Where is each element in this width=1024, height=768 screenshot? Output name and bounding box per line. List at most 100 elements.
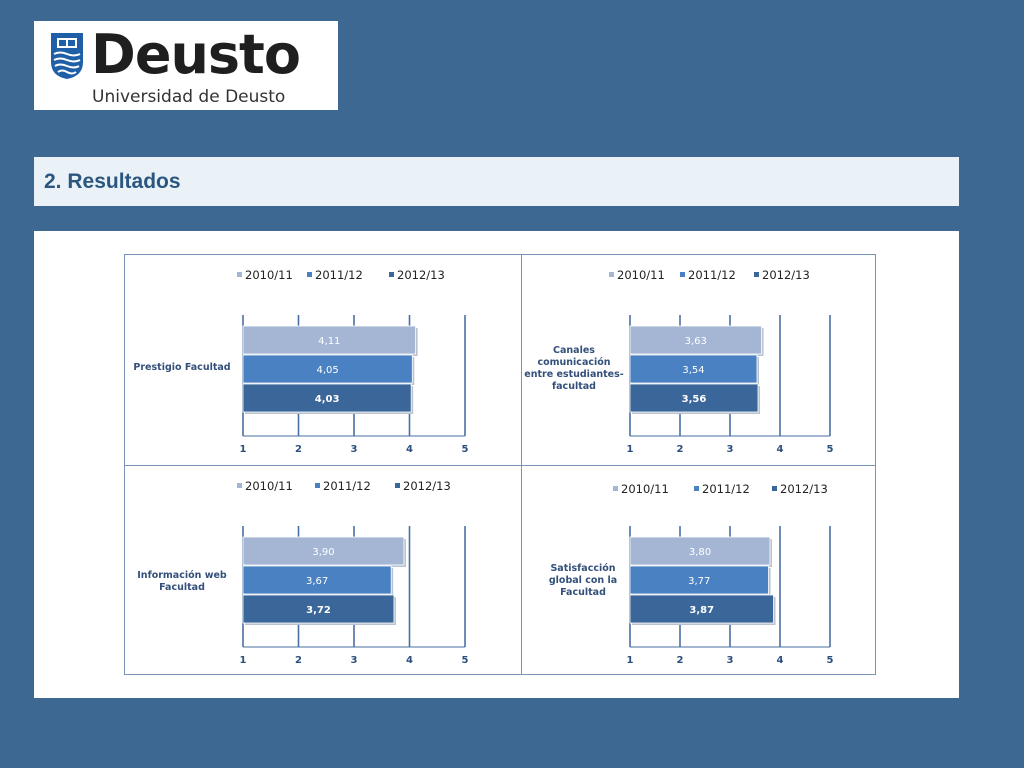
- tick-label: 4: [777, 444, 784, 455]
- legend-label: 2011/12: [688, 268, 736, 282]
- bar-2011-12: [242, 354, 413, 384]
- bar-plot: 3,63 3,54 3,56 1 2 3 4 5: [627, 315, 834, 455]
- page-title: 2. Resultados: [44, 170, 181, 193]
- bar-2012-13: [242, 383, 412, 413]
- bar-2012-13: [629, 594, 774, 624]
- tick-label: 1: [240, 655, 247, 666]
- legend-swatch: [237, 483, 242, 488]
- legend-label: 2010/11: [621, 482, 669, 496]
- data-label: 3,87: [689, 605, 714, 616]
- legend-item: 2012/13: [395, 478, 451, 494]
- legend-label: 2012/13: [403, 479, 451, 493]
- bar-2011-12: [629, 354, 758, 384]
- legend-label: 2011/12: [702, 482, 750, 496]
- tick-label: 5: [827, 444, 834, 455]
- charts-area: 2010/11 2011/12 2012/13 Prestigio Facultad 4…: [34, 231, 959, 698]
- legend-label: 2012/13: [762, 268, 810, 282]
- legend-label: 2010/11: [245, 268, 293, 282]
- chart-canales-comunicacion: 2010/11 2011/12 2012/13 Canales comunicació…: [522, 255, 897, 465]
- data-label: 4,11: [318, 336, 340, 347]
- data-label: 3,63: [685, 336, 707, 347]
- bar-plot: 3,90 3,67 3,72 1 2 3 4 5: [240, 526, 469, 666]
- legend-label: 2011/12: [323, 479, 371, 493]
- data-label: 3,77: [688, 576, 710, 587]
- data-label: 3,54: [682, 365, 704, 376]
- data-label: 4,03: [315, 394, 340, 405]
- section-title-bar: 2. Resultados: [34, 157, 959, 206]
- legend-item: 2010/11: [237, 478, 293, 494]
- tick-label: 5: [462, 655, 469, 666]
- tick-label: 4: [777, 655, 784, 666]
- legend-item: 2011/12: [694, 481, 750, 497]
- legend-item: 2012/13: [754, 267, 810, 283]
- legend-label: 2012/13: [397, 268, 445, 282]
- tick-label: 2: [295, 444, 302, 455]
- legend-swatch: [315, 483, 320, 488]
- tick-label: 4: [406, 655, 413, 666]
- tick-label: 1: [627, 655, 634, 666]
- tick-label: 5: [827, 655, 834, 666]
- legend-swatch: [395, 483, 400, 488]
- university-logo: Deusto Universidad de Deusto: [34, 21, 338, 110]
- data-label: 3,72: [306, 605, 331, 616]
- legend-item: 2010/11: [237, 267, 293, 283]
- data-label: 3,56: [682, 394, 707, 405]
- chart-satisfaccion-global: 2010/11 2011/12 2012/13 Satisfacción global…: [522, 466, 897, 676]
- legend-label: 2012/13: [780, 482, 828, 496]
- chart-informacion-web: 2010/11 2011/12 2012/13 Información web Fac…: [125, 466, 500, 676]
- category-label: Canales comunicación entre estudiantes-f…: [524, 345, 624, 392]
- legend-swatch: [609, 272, 614, 277]
- legend-item: 2011/12: [680, 267, 736, 283]
- category-label: Prestigio Facultad: [133, 362, 231, 373]
- legend-label: 2010/11: [245, 479, 293, 493]
- legend-swatch: [307, 272, 312, 277]
- deusto-shield-icon: [51, 33, 83, 79]
- tick-label: 2: [677, 655, 684, 666]
- category-label: Satisfacción global con la Facultad: [548, 563, 618, 598]
- legend-item: 2010/11: [609, 267, 665, 283]
- charts-grid: 2010/11 2011/12 2012/13 Prestigio Facultad 4…: [124, 254, 876, 675]
- bar-2011-12: [629, 565, 769, 595]
- legend-item: 2011/12: [315, 478, 371, 494]
- tick-label: 4: [406, 444, 413, 455]
- tick-label: 3: [727, 444, 734, 455]
- legend-swatch: [772, 486, 777, 491]
- tick-label: 1: [240, 444, 247, 455]
- bar-plot: 4,11 4,05 4,03 1 2 3 4 5: [240, 315, 469, 455]
- legend-swatch: [389, 272, 394, 277]
- legend-label: 2010/11: [617, 268, 665, 282]
- data-label: 4,05: [317, 365, 339, 376]
- legend-item: 2012/13: [389, 267, 445, 283]
- logo-wordmark: Deusto: [91, 23, 301, 86]
- legend-label: 2011/12: [315, 268, 363, 282]
- legend-item: 2012/13: [772, 481, 828, 497]
- bar-2012-13: [629, 383, 759, 413]
- chart-prestigio-facultad: 2010/11 2011/12 2012/13 Prestigio Facultad 4…: [125, 255, 500, 465]
- tick-label: 2: [677, 444, 684, 455]
- legend-swatch: [613, 486, 618, 491]
- data-label: 3,80: [689, 547, 711, 558]
- bar-plot: 3,80 3,77 3,87 1 2 3 4 5: [627, 526, 834, 666]
- tick-label: 3: [351, 444, 358, 455]
- legend-item: 2010/11: [613, 481, 669, 497]
- data-label: 3,90: [312, 547, 334, 558]
- logo-subtitle: Universidad de Deusto: [92, 87, 286, 107]
- tick-label: 3: [727, 655, 734, 666]
- tick-label: 2: [295, 655, 302, 666]
- legend-swatch: [694, 486, 699, 491]
- legend-swatch: [680, 272, 685, 277]
- legend-item: 2011/12: [307, 267, 363, 283]
- tick-label: 1: [627, 444, 634, 455]
- bar-2010-11: [242, 325, 417, 355]
- bar-2010-11: [629, 536, 771, 566]
- legend-swatch: [237, 272, 242, 277]
- tick-label: 5: [462, 444, 469, 455]
- legend-swatch: [754, 272, 759, 277]
- bar-2012-13: [242, 594, 395, 624]
- bar-2010-11: [629, 325, 762, 355]
- data-label: 3,67: [306, 576, 328, 587]
- bar-2010-11: [242, 536, 405, 566]
- tick-label: 3: [351, 655, 358, 666]
- bar-2011-12: [242, 565, 392, 595]
- category-label: Información web Facultad: [137, 570, 227, 593]
